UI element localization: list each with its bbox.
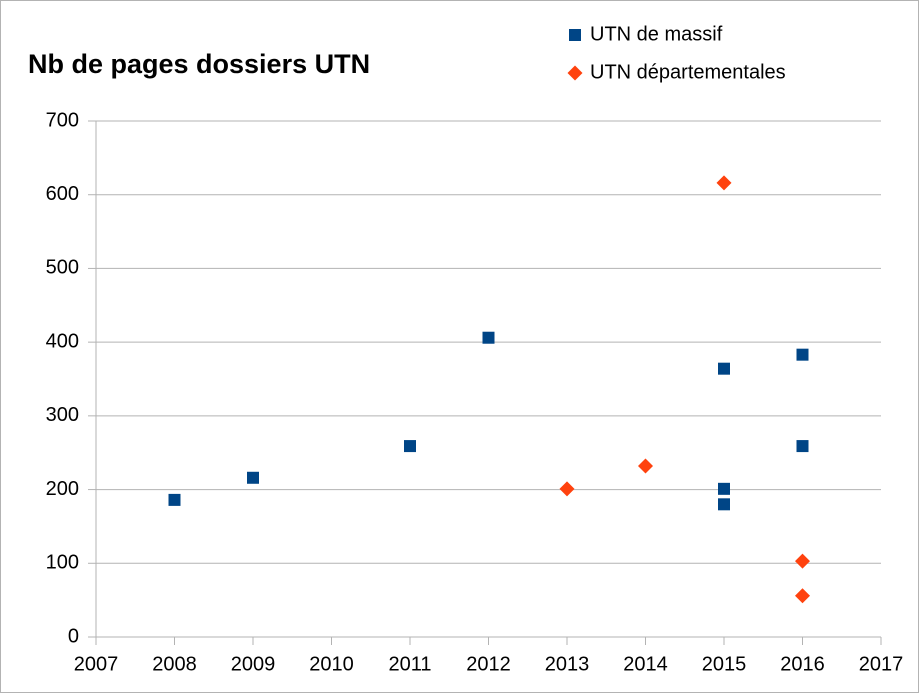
- chart-title: Nb de pages dossiers UTN: [28, 49, 370, 79]
- point: [482, 331, 495, 344]
- point: [795, 553, 810, 569]
- point: [718, 362, 730, 375]
- y-tick-label: 300: [46, 404, 79, 426]
- legend-marker: [567, 65, 583, 81]
- legend-label: UTN de massif: [590, 23, 723, 45]
- y-tick-label: 500: [46, 257, 79, 279]
- point: [638, 458, 653, 474]
- x-tick-label: 2007: [74, 653, 119, 675]
- point: [716, 175, 732, 191]
- point: [404, 440, 416, 453]
- y-tick-label: 200: [46, 478, 79, 500]
- x-tick-label: 2015: [702, 653, 747, 675]
- y-tick-label: 100: [46, 552, 79, 574]
- y-tick-label: 600: [46, 183, 79, 205]
- point: [559, 481, 575, 497]
- x-tick-label: 2013: [545, 653, 590, 675]
- point: [718, 498, 730, 511]
- x-tick-label: 2008: [152, 653, 197, 675]
- legend-label: UTN départementales: [590, 61, 786, 83]
- point: [796, 348, 809, 361]
- x-tick-label: 2012: [466, 653, 511, 675]
- point: [795, 588, 810, 604]
- y-tick-label: 700: [46, 109, 79, 131]
- y-tick-label: 400: [46, 330, 79, 352]
- point: [718, 482, 730, 495]
- x-tick-label: 2016: [780, 653, 825, 675]
- point: [168, 493, 181, 506]
- y-tick-label: 0: [68, 625, 79, 647]
- point: [796, 440, 809, 453]
- x-tick-label: 2014: [623, 653, 668, 675]
- x-tick-label: 2010: [309, 653, 354, 675]
- x-tick-label: 2017: [859, 653, 904, 675]
- legend-marker: [569, 29, 581, 41]
- x-tick-label: 2009: [231, 653, 276, 675]
- point: [247, 471, 259, 484]
- x-tick-label: 2011: [388, 653, 431, 675]
